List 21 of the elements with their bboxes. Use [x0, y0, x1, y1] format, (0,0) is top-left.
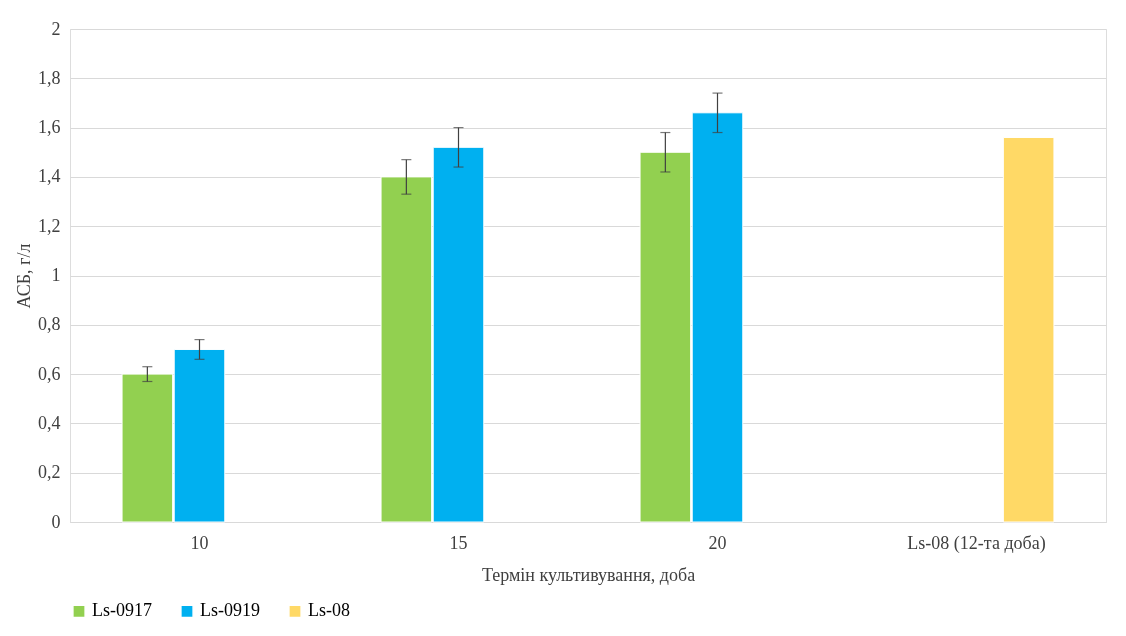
x-axis-title: Термін культивування, доба	[481, 564, 696, 585]
x-tick-label: 20	[708, 532, 727, 553]
x-tick-label: 10	[190, 532, 209, 553]
y-tick-label: 1,2	[38, 215, 61, 236]
y-tick-label: 1,8	[38, 67, 61, 88]
x-tick-label: Ls-08 (12-та доба)	[907, 532, 1046, 554]
bar	[1002, 136, 1055, 523]
y-tick-label: 2	[51, 18, 61, 39]
y-tick-label: 0,8	[38, 314, 61, 335]
legend-label: Ls-0919	[200, 600, 260, 621]
legend-label: Ls-0917	[92, 600, 152, 621]
y-tick-label: 0	[51, 511, 61, 532]
y-tick-label: 0,6	[38, 363, 61, 384]
y-tick-label: 1	[51, 265, 61, 285]
y-tick-label: 1,4	[38, 166, 61, 187]
y-axis-title: АСБ, г/л	[14, 243, 34, 309]
x-tick-label: 15	[449, 532, 468, 553]
y-tick-label: 1,6	[38, 117, 61, 138]
legend-label: Ls-08	[308, 600, 350, 621]
y-tick-label: 0,2	[38, 462, 61, 483]
y-tick-label: 0,4	[38, 412, 61, 433]
